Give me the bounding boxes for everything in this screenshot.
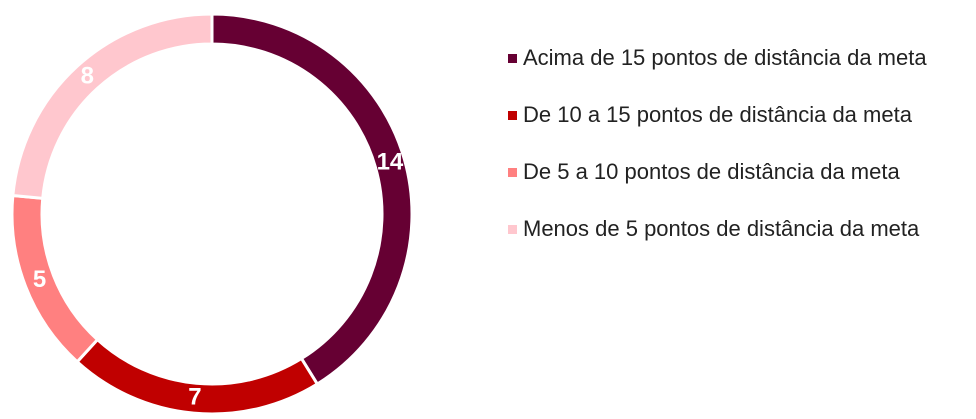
legend-label: Menos de 5 pontos de distância da meta bbox=[523, 216, 920, 241]
legend-swatch bbox=[508, 225, 517, 234]
donut-slice bbox=[10, 193, 100, 364]
legend-label: Acima de 15 pontos de distância da meta bbox=[523, 45, 927, 70]
legend-item: De 10 a 15 pontos de distância da meta bbox=[508, 101, 968, 128]
donut-slice bbox=[11, 12, 214, 200]
data-label: 5 bbox=[33, 266, 46, 293]
legend-swatch bbox=[508, 111, 517, 120]
legend-swatch bbox=[508, 168, 517, 177]
legend: Acima de 15 pontos de distância da meta D… bbox=[508, 44, 968, 242]
chart: 14 7 5 8 bbox=[10, 12, 414, 416]
data-label: 14 bbox=[377, 149, 404, 176]
legend-swatch bbox=[508, 54, 517, 63]
legend-item: Menos de 5 pontos de distância da meta bbox=[508, 215, 968, 242]
legend-item: Acima de 15 pontos de distância da meta bbox=[508, 44, 968, 71]
legend-label: De 10 a 15 pontos de distância da meta bbox=[523, 102, 912, 127]
data-label: 7 bbox=[188, 384, 201, 411]
legend-item: De 5 a 10 pontos de distância da meta bbox=[508, 158, 968, 185]
data-label: 8 bbox=[81, 63, 94, 90]
legend-label: De 5 a 10 pontos de distância da meta bbox=[523, 159, 900, 184]
donut-slice bbox=[210, 12, 414, 387]
